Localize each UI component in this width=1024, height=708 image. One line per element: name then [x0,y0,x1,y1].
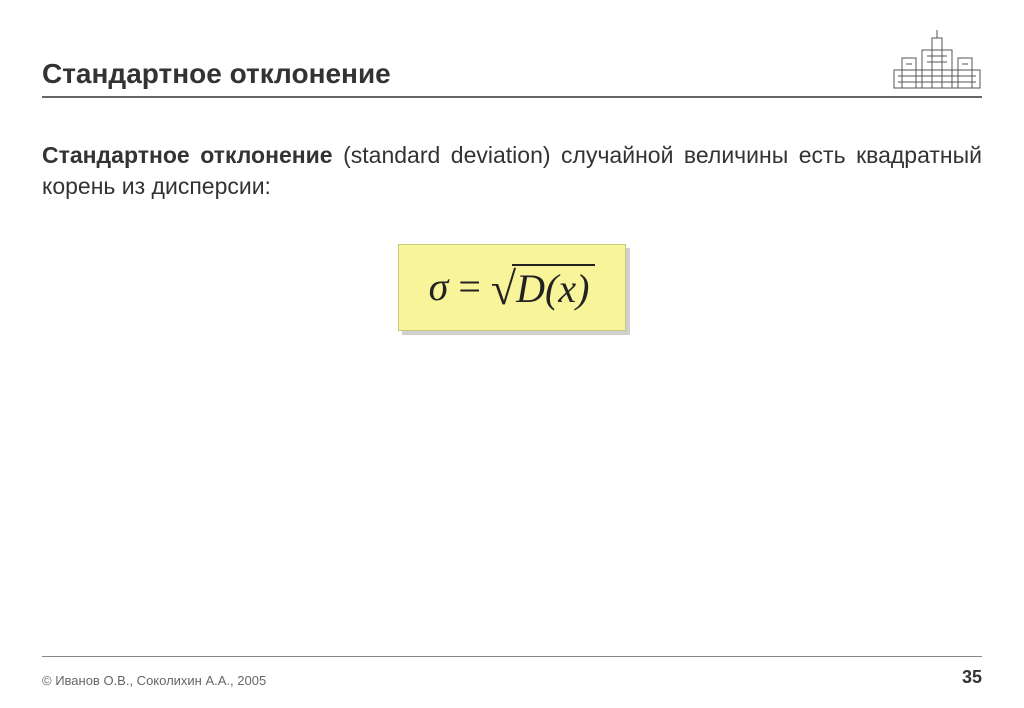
sqrt-radicand: D(x) [512,264,595,310]
formula-container: σ = √ D(x) [42,244,982,331]
formula-box: σ = √ D(x) [398,244,627,331]
copyright-text: © Иванов О.В., Соколихин А.А., 2005 [42,673,266,688]
slide-title: Стандартное отклонение [42,58,391,90]
formula-sqrt: √ D(x) [491,264,596,310]
sqrt-symbol: √ [491,266,516,312]
header-row: Стандартное отклонение [42,30,982,90]
formula-equals: = [458,263,481,310]
header-rule [42,96,982,98]
definition-paragraph: Стандартное отклонение (standard deviati… [42,140,982,202]
slide-header: Стандартное отклонение [0,0,1024,98]
footer-rule [42,656,982,657]
slide-footer: © Иванов О.В., Соколихин А.А., 2005 35 [42,656,982,688]
definition-term: Стандартное отклонение [42,142,333,168]
msu-building-icon [892,30,982,90]
formula-lhs: σ [429,263,449,310]
footer-row: © Иванов О.В., Соколихин А.А., 2005 35 [42,667,982,688]
slide-content: Стандартное отклонение (standard deviati… [42,140,982,331]
page-number: 35 [962,667,982,688]
